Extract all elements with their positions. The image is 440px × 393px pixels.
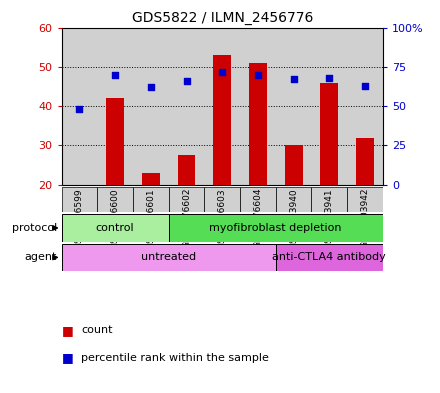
Bar (169, 214, 383, 242)
Bar (142, 173, 160, 185)
Text: percentile rank within the sample: percentile rank within the sample (81, 353, 269, 363)
Bar (312, 28, 347, 185)
Bar (178, 155, 195, 185)
Text: GSM1303942: GSM1303942 (360, 188, 370, 248)
Text: control: control (96, 223, 135, 233)
Bar (133, 28, 169, 185)
Bar (62, 244, 276, 271)
Bar (97, 28, 133, 185)
Point (112, 72, 119, 78)
Point (219, 68, 226, 75)
Bar (276, 28, 312, 185)
Title: GDS5822 / ILMN_2456776: GDS5822 / ILMN_2456776 (132, 11, 313, 25)
Point (147, 84, 154, 90)
Bar (97, 187, 133, 212)
Text: protocol: protocol (12, 223, 57, 233)
Text: GSM1303941: GSM1303941 (325, 188, 334, 249)
Text: untreated: untreated (141, 252, 196, 263)
Text: ■: ■ (62, 323, 73, 337)
Text: GSM1276600: GSM1276600 (110, 188, 120, 249)
Bar (62, 28, 97, 185)
Point (183, 78, 190, 84)
Bar (204, 187, 240, 212)
Text: GSM1276603: GSM1276603 (218, 188, 227, 249)
Text: GSM1276601: GSM1276601 (147, 188, 155, 249)
Point (361, 83, 368, 89)
Text: GSM1276602: GSM1276602 (182, 188, 191, 248)
Text: count: count (81, 325, 113, 335)
Text: agent: agent (25, 252, 57, 263)
Bar (347, 187, 383, 212)
Bar (169, 28, 204, 185)
Bar (320, 83, 338, 185)
Bar (276, 187, 312, 212)
Text: ■: ■ (62, 351, 73, 364)
Bar (106, 98, 124, 185)
Bar (169, 187, 204, 212)
Text: anti-CTLA4 antibody: anti-CTLA4 antibody (272, 252, 386, 263)
Point (254, 72, 261, 78)
Point (76, 106, 83, 112)
Text: GSM1276599: GSM1276599 (75, 188, 84, 249)
Bar (240, 28, 276, 185)
Point (326, 75, 333, 81)
Text: myofibroblast depletion: myofibroblast depletion (209, 223, 342, 233)
Bar (240, 187, 276, 212)
Bar (133, 187, 169, 212)
Point (290, 76, 297, 83)
Bar (213, 55, 231, 185)
Bar (62, 214, 169, 242)
Bar (204, 28, 240, 185)
Bar (312, 187, 347, 212)
Bar (285, 145, 303, 185)
Bar (356, 138, 374, 185)
Bar (249, 63, 267, 185)
Text: GSM1276604: GSM1276604 (253, 188, 262, 248)
Bar (347, 28, 383, 185)
Bar (276, 244, 383, 271)
Bar (62, 187, 97, 212)
Text: GSM1303940: GSM1303940 (289, 188, 298, 249)
